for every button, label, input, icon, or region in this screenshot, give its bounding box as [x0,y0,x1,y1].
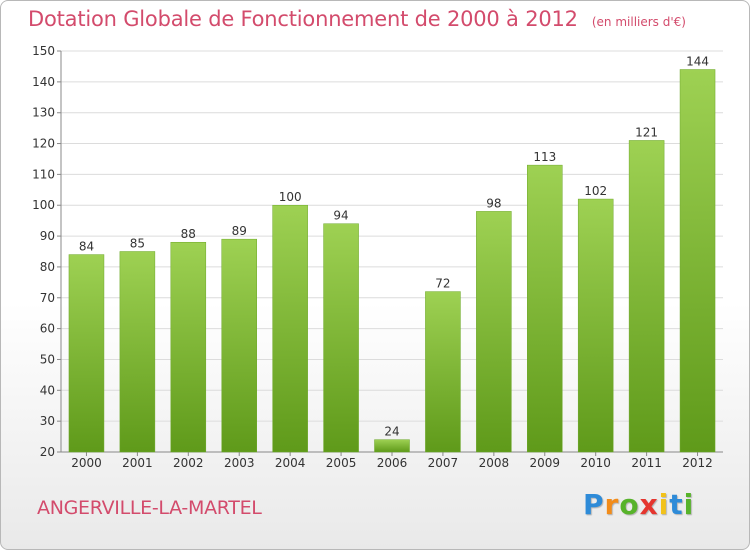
y-tick-label: 20 [40,445,55,459]
x-tick-label: 2002 [173,456,204,470]
title-text: Dotation Globale de Fonctionnement de 20… [28,7,578,31]
bar [170,241,207,453]
bar-value-label: 102 [584,184,607,198]
bar [68,254,105,453]
logo-letter: i [658,488,670,521]
y-tick-label: 60 [40,322,55,336]
logo-letter: x [639,488,659,521]
logo-letter: r [604,488,620,521]
value-labels: 84 85 88 89 100 94 24 72 98 113 102 121 144 [79,55,709,439]
logo-letter: P [583,488,605,521]
x-tick-label: 2010 [580,456,611,470]
commune-name: ANGERVILLE-LA-MARTEL [37,497,262,519]
x-tick-label: 2011 [631,456,662,470]
bar [679,69,716,453]
x-tick-label: 2003 [224,456,255,470]
y-tick-labels: 20 30 40 50 60 70 80 90 100 110 120 130 140 150 [32,44,55,459]
x-tick-label: 2012 [682,456,713,470]
bar-value-label: 84 [79,240,94,254]
x-tick-label: 2001 [122,456,153,470]
bar [425,291,461,453]
bar-value-label: 144 [686,55,709,69]
bar [323,223,359,453]
bar-value-label: 100 [279,190,302,204]
bar [628,140,665,453]
y-tick-label: 150 [32,44,55,58]
y-tick-label: 100 [32,198,55,212]
bar [527,164,563,453]
bar-value-label: 72 [435,277,450,291]
x-tick-label: 2000 [71,456,102,470]
y-tick-label: 50 [40,352,55,366]
bar [577,198,614,453]
bars [68,69,716,453]
bar [272,204,308,453]
x-tick-labels: 2000 2001 2002 2003 2004 2005 2006 2007 2008 2009… [71,456,713,470]
x-tick-label: 2006 [377,456,408,470]
bar-value-label: 113 [533,150,556,164]
bar [119,251,156,453]
bar-value-label: 98 [486,196,501,210]
x-tick-label: 2004 [275,456,306,470]
bar [374,439,410,453]
x-tick-label: 2005 [326,456,357,470]
bar-value-label: 89 [232,224,247,238]
logo-letter: i [683,488,695,521]
y-tick-label: 90 [40,229,55,243]
bar-value-label: 94 [333,209,348,223]
y-tick-label: 30 [40,414,55,428]
bar-value-label: 121 [635,125,658,139]
x-tick-label: 2009 [529,456,560,470]
y-tick-label: 130 [32,106,55,120]
x-tick-label: 2007 [428,456,459,470]
logo-letter: t [669,488,684,521]
axes [60,51,723,456]
y-tick-label: 40 [40,383,55,397]
grid-lines [57,50,723,453]
proxiti-logo: Proxiti [583,488,694,521]
chart-title: Dotation Globale de Fonctionnement de 20… [28,7,686,31]
bar-value-label: 24 [384,425,399,439]
y-tick-label: 140 [32,75,55,89]
y-tick-label: 110 [32,167,55,181]
logo-letter: o [619,488,640,521]
bar-value-label: 88 [181,227,196,241]
x-tick-label: 2008 [479,456,510,470]
y-tick-label: 120 [32,137,55,151]
y-tick-label: 80 [40,260,55,274]
bar-value-label: 85 [130,237,145,251]
bar [476,211,512,453]
unit-label: (en milliers d'€) [591,15,686,29]
bar [221,238,257,453]
y-tick-label: 70 [40,291,55,305]
